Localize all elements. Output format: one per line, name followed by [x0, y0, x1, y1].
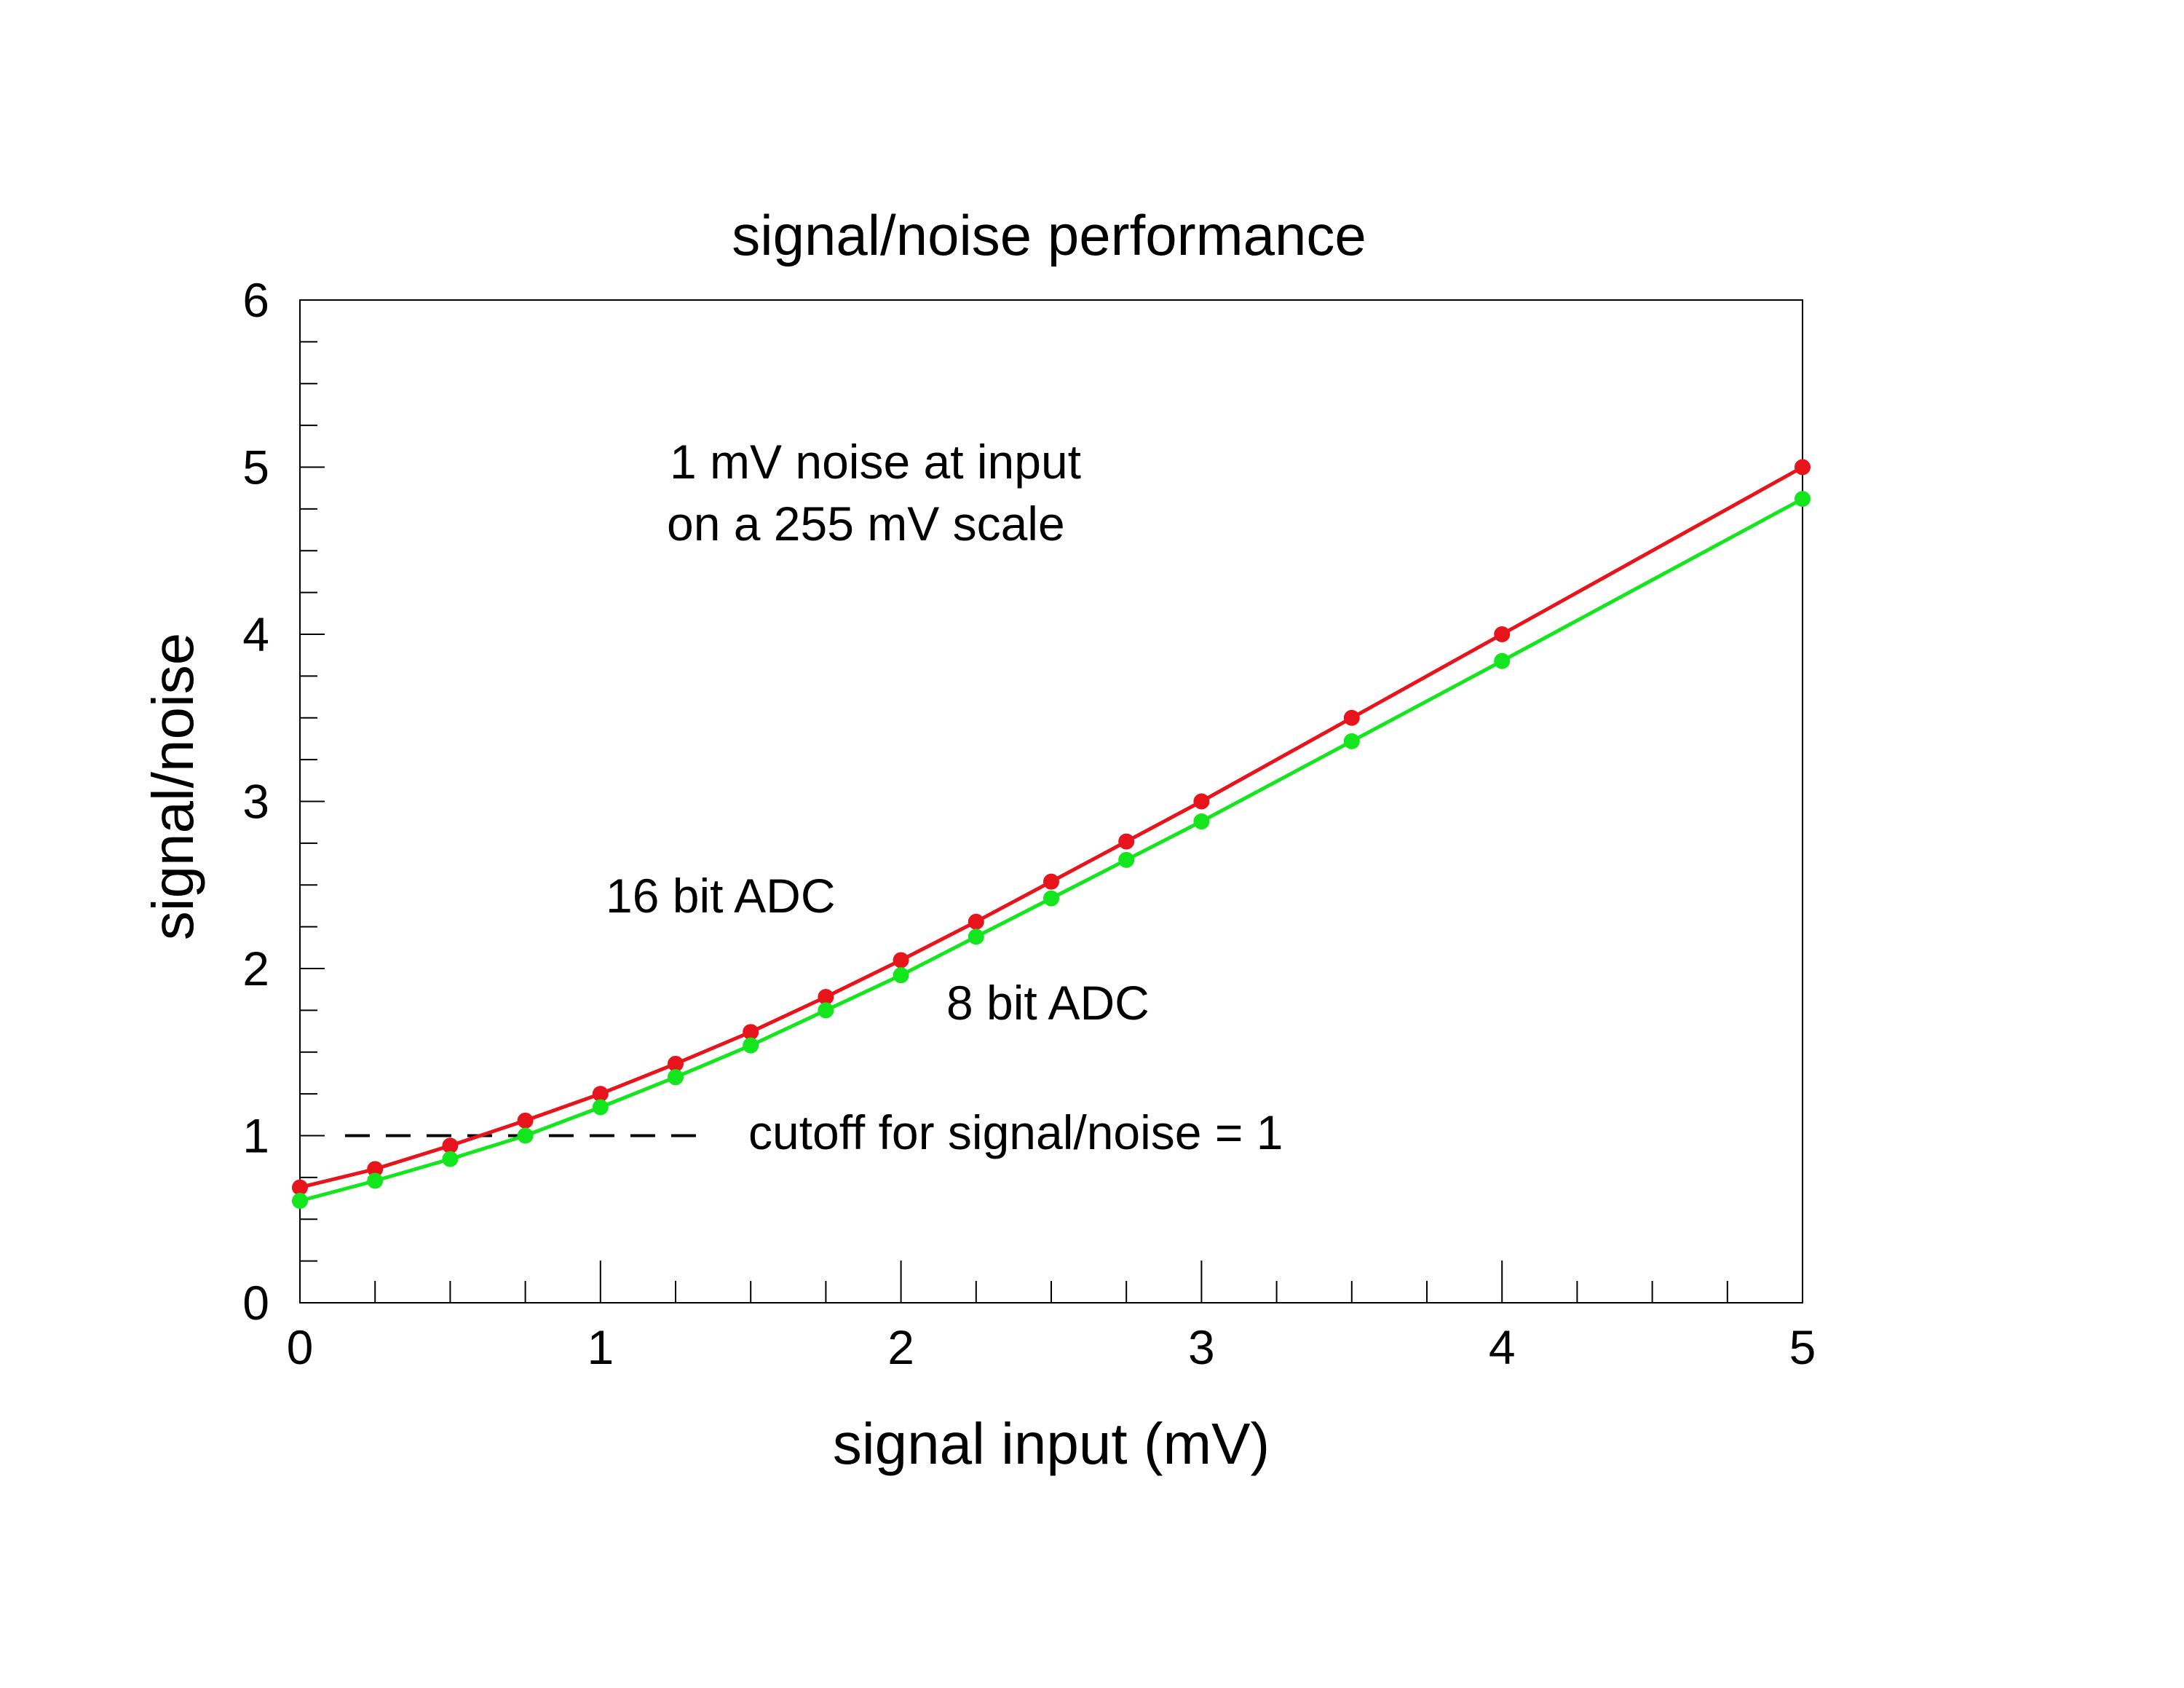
series-point-0 — [968, 913, 984, 930]
x-tick-label: 2 — [887, 1320, 914, 1374]
series-point-0 — [442, 1137, 459, 1154]
series-layer — [292, 459, 1811, 1210]
minor-ticks — [300, 341, 1728, 1303]
series-label-16bit: 16 bit ADC — [606, 869, 836, 923]
series-point-0 — [1118, 833, 1135, 850]
series-point-0 — [1343, 709, 1360, 726]
series-point-0 — [893, 952, 909, 969]
series-point-0 — [668, 1055, 684, 1072]
series-point-1 — [893, 967, 909, 984]
y-axis-label: signal/noise — [141, 633, 205, 941]
series-line-1 — [299, 497, 1804, 1203]
series-point-0 — [818, 989, 834, 1006]
series-point-1 — [1193, 813, 1210, 830]
series-point-0 — [1795, 459, 1811, 476]
series-point-1 — [1043, 890, 1059, 907]
series-point-0 — [292, 1179, 308, 1196]
x-tick-label: 0 — [287, 1320, 314, 1374]
cutoff-label: cutoff for signal/noise = 1 — [748, 1105, 1283, 1159]
series-point-1 — [968, 928, 984, 945]
series-point-1 — [743, 1037, 759, 1054]
y-tick-label: 2 — [242, 942, 269, 995]
x-tick-label: 3 — [1188, 1320, 1215, 1374]
y-tick-label: 6 — [242, 273, 269, 327]
series-point-0 — [743, 1024, 759, 1041]
x-tick-label: 5 — [1789, 1320, 1816, 1374]
tick-labels: 0 1 2 3 4 5 0 1 2 3 4 5 6 — [242, 273, 1816, 1374]
chart-title: signal/noise performance — [732, 203, 1366, 267]
annotation-noise-line-2: on a 255 mV scale — [667, 497, 1065, 551]
y-tick-label: 0 — [242, 1276, 269, 1330]
x-tick-label: 4 — [1489, 1320, 1516, 1374]
series-line-0 — [299, 465, 1804, 1190]
series-point-1 — [1494, 652, 1511, 669]
series-point-1 — [517, 1127, 534, 1144]
series-point-1 — [592, 1099, 609, 1116]
y-tick-label: 4 — [242, 607, 269, 661]
y-tick-label: 1 — [242, 1109, 269, 1163]
series-point-0 — [367, 1161, 384, 1178]
series-point-1 — [367, 1172, 384, 1189]
series-point-0 — [1043, 873, 1059, 890]
series-label-8bit: 8 bit ADC — [946, 976, 1150, 1030]
series-point-1 — [292, 1193, 308, 1210]
series-point-1 — [818, 1002, 834, 1019]
series-point-1 — [442, 1151, 459, 1167]
x-tick-label: 1 — [587, 1320, 614, 1374]
series-point-1 — [668, 1069, 684, 1086]
series-point-0 — [517, 1112, 534, 1129]
x-axis-label: signal input (mV) — [833, 1411, 1270, 1476]
series-point-0 — [1494, 626, 1511, 642]
plot-frame — [299, 299, 1803, 1304]
annotation-noise-line-1: 1 mV noise at input — [670, 435, 1081, 489]
series-point-0 — [592, 1086, 609, 1103]
y-tick-label: 5 — [242, 441, 269, 494]
series-point-1 — [1343, 733, 1360, 749]
series-point-1 — [1795, 491, 1811, 508]
series-point-1 — [1118, 851, 1135, 868]
series-point-0 — [1193, 793, 1210, 810]
y-tick-label: 3 — [242, 775, 269, 829]
